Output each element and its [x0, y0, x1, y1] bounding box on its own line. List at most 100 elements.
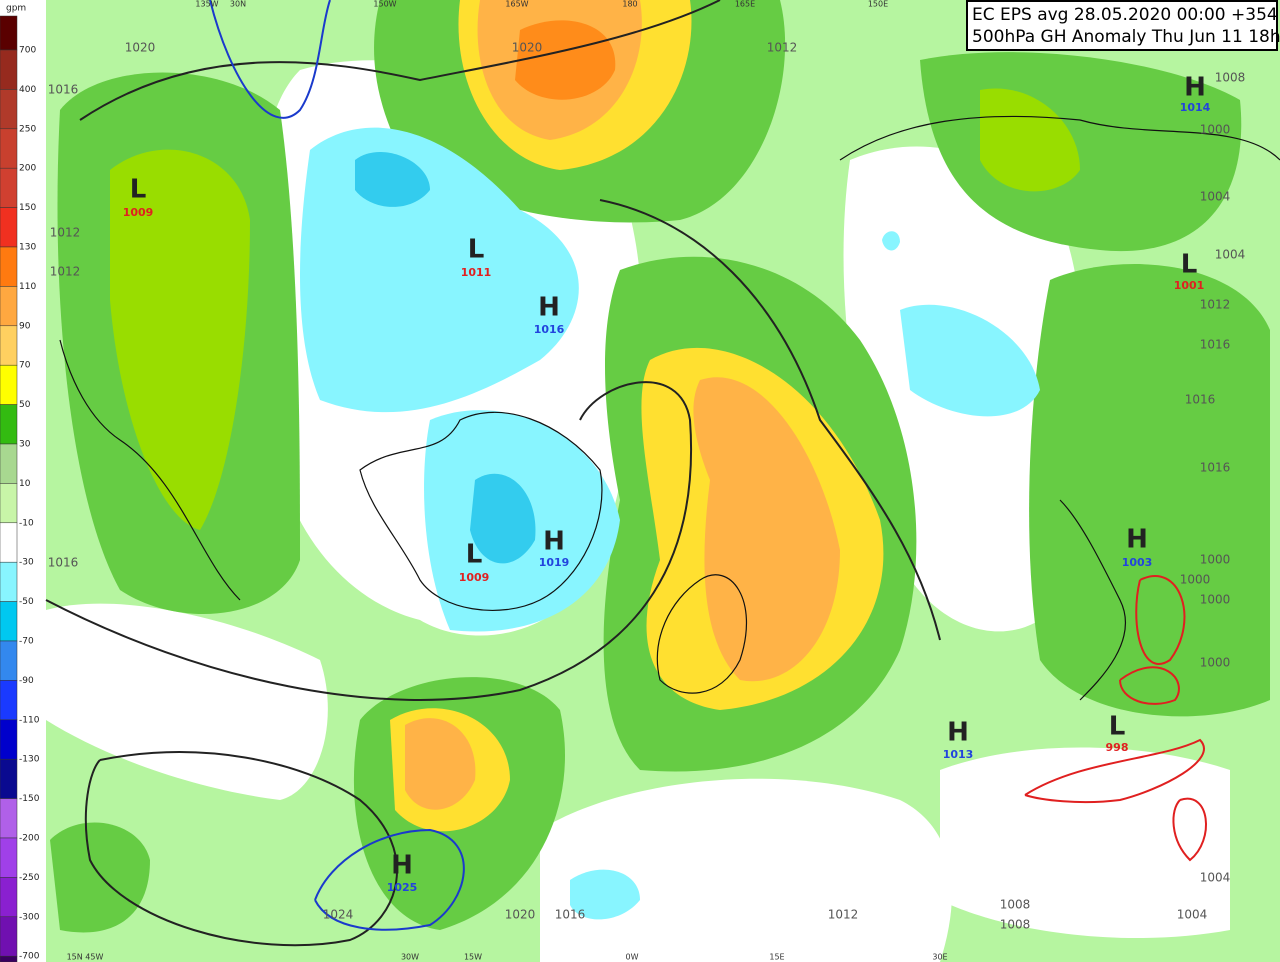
center-value: 1001: [1174, 279, 1205, 292]
isobar-label: 1000: [1200, 123, 1231, 137]
isobar-label: 1004: [1200, 190, 1231, 204]
isobar-label: 1008: [1215, 71, 1246, 85]
center-value: 1009: [459, 571, 490, 584]
colorbar-label: 700: [19, 46, 36, 56]
grid-label: 15N 45W: [67, 953, 104, 962]
center-value: 1016: [534, 323, 565, 336]
map-area: [45, 0, 1280, 962]
colorbar-band: [0, 561, 18, 602]
isobar-label: 1000: [1200, 593, 1231, 607]
center-type: L: [1181, 250, 1198, 280]
colorbar-label: -50: [19, 597, 34, 607]
colorbar-band: [0, 955, 18, 962]
colorbar-label: -10: [19, 518, 34, 528]
center-value: 1019: [539, 556, 570, 569]
center-value: 1025: [387, 881, 418, 894]
colorbar-band: [0, 286, 18, 327]
center-value: 1014: [1180, 101, 1211, 114]
colorbar-band: [0, 522, 18, 563]
colorbar-band: [0, 325, 18, 366]
grid-label: 165W: [505, 0, 528, 9]
isobar-label: 1004: [1215, 248, 1246, 262]
grid-label: 180: [622, 0, 637, 9]
colorbar-band: [0, 483, 18, 524]
center-value: 1009: [123, 206, 154, 219]
colorbar-band: [0, 404, 18, 445]
colorbar-band: [0, 680, 18, 721]
colorbar-band: [0, 246, 18, 287]
isobar-label: 1012: [50, 265, 81, 279]
isobar-label: 1020: [512, 41, 543, 55]
center-value: 998: [1106, 741, 1129, 754]
isobar-label: 1020: [505, 908, 536, 922]
center-type: H: [1184, 73, 1206, 103]
colorbar-band: [0, 719, 18, 760]
center-type: L: [130, 175, 147, 205]
center-type: L: [466, 540, 483, 570]
isobar-label: 1004: [1200, 871, 1231, 885]
colorbar-label: -130: [19, 755, 40, 765]
isobar-label: 1016: [48, 83, 79, 97]
colorbar-label: 10: [19, 479, 31, 489]
isobar-label: 1016: [1185, 393, 1216, 407]
colorbar-label: -70: [19, 637, 34, 647]
colorbar-band: [0, 601, 18, 642]
colorbar-band: [0, 877, 18, 918]
colorbar-band: [0, 167, 18, 208]
colorbar-label: -30: [19, 558, 34, 568]
title-line: 500hPa GH Anomaly Thu Jun 11 18h: [972, 27, 1280, 47]
colorbar-label: -110: [19, 715, 40, 725]
grid-label: 135W: [195, 0, 218, 9]
isobar-label: 1016: [1200, 461, 1231, 475]
center-type: H: [538, 293, 560, 323]
isobar-label: 1024: [323, 908, 354, 922]
title-line: EC EPS avg 28.05.2020 00:00 +354 h: [972, 5, 1280, 25]
colorbar-band: [0, 89, 18, 130]
title-box: EC EPS avg 28.05.2020 00:00 +354 h 500hP…: [966, 0, 1280, 51]
colorbar-band: [0, 758, 18, 799]
isobar-label: 1016: [555, 908, 586, 922]
colorbar-label: 110: [19, 282, 36, 292]
grid-label: 0W: [626, 953, 639, 962]
strong-negative: [355, 151, 536, 564]
center-type: H: [1126, 525, 1148, 555]
center-value: 1013: [943, 748, 974, 761]
center-type: H: [391, 851, 413, 881]
colorbar-label: -300: [19, 912, 40, 922]
colorbar: 700 400 250 200 150 130 110 90 70 50 30 10 -10 -30 -50…: [0, 15, 40, 962]
isobar-label: 1000: [1200, 656, 1231, 670]
isobar-label: 1008: [1000, 898, 1031, 912]
colorbar-band: [0, 15, 18, 51]
coastlines: [59, 115, 1280, 701]
pressure-centers: L 1009 L 1011 H 1016 L 1009 H 1019 H 101…: [123, 73, 1211, 895]
isobar-label: 1012: [828, 908, 859, 922]
isobar-label: 1008: [1000, 918, 1031, 932]
grid-label: 30E: [932, 953, 947, 962]
colorbar-label: 90: [19, 321, 31, 331]
isobar-label: 1004: [1177, 908, 1208, 922]
isobars: [45, 0, 941, 947]
strong-positive: [110, 88, 1080, 530]
colorbar-band: [0, 443, 18, 484]
colorbar-label: -200: [19, 834, 40, 844]
isobar-label: 1020: [125, 41, 156, 55]
colorbar-band: [0, 916, 18, 957]
isobar-label: 1012: [767, 41, 798, 55]
colorbar-band: [0, 798, 18, 839]
colorbar-label: 400: [19, 85, 36, 95]
grid-label: 150W: [373, 0, 396, 9]
grid-labels: 135W 30N 150W 165W 180 165E 150E 15N 45W…: [67, 0, 948, 962]
colorbar-band: [0, 640, 18, 681]
isobar-label: 1000: [1200, 553, 1231, 567]
grid-label: 15E: [769, 953, 784, 962]
blue-isobars: [209, 0, 465, 931]
colorbar-label: -150: [19, 794, 40, 804]
colorbar-label: -90: [19, 676, 34, 686]
colorbar-band: [0, 364, 18, 405]
colorbar-label: 130: [19, 243, 36, 253]
colorbar-label: 50: [19, 400, 31, 410]
grid-label: 165E: [735, 0, 755, 9]
center-value: 1011: [461, 266, 492, 279]
colorbar-band: [0, 207, 18, 248]
